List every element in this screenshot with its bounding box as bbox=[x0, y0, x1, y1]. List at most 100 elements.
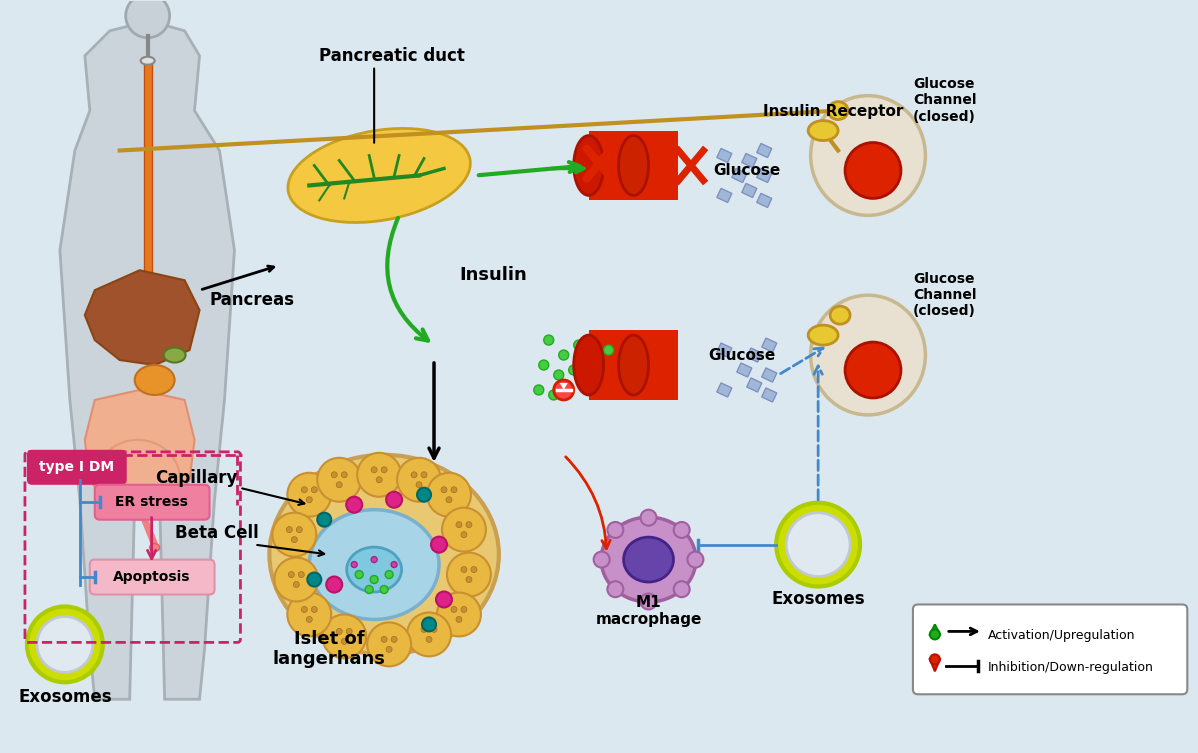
Circle shape bbox=[447, 553, 491, 596]
Circle shape bbox=[442, 508, 486, 552]
Circle shape bbox=[450, 486, 456, 492]
Circle shape bbox=[431, 626, 437, 633]
Bar bbox=[762, 368, 776, 382]
Text: Beta Cell: Beta Cell bbox=[175, 523, 259, 541]
Ellipse shape bbox=[618, 136, 648, 196]
Ellipse shape bbox=[309, 510, 438, 620]
Circle shape bbox=[365, 586, 373, 593]
Circle shape bbox=[641, 510, 657, 526]
Ellipse shape bbox=[601, 517, 696, 602]
Ellipse shape bbox=[164, 348, 186, 362]
Circle shape bbox=[466, 577, 472, 583]
Circle shape bbox=[391, 562, 397, 568]
Circle shape bbox=[397, 458, 441, 501]
Circle shape bbox=[326, 577, 343, 593]
Bar bbox=[588, 330, 678, 400]
Ellipse shape bbox=[809, 325, 839, 345]
Circle shape bbox=[317, 513, 331, 526]
Circle shape bbox=[441, 486, 447, 492]
Text: Pancreas: Pancreas bbox=[210, 291, 295, 309]
Circle shape bbox=[583, 375, 594, 385]
Circle shape bbox=[461, 606, 467, 612]
Text: Glucose: Glucose bbox=[713, 163, 781, 178]
Circle shape bbox=[558, 350, 569, 360]
Circle shape bbox=[294, 581, 300, 587]
Circle shape bbox=[317, 458, 361, 501]
Circle shape bbox=[371, 556, 377, 562]
Circle shape bbox=[291, 537, 297, 543]
FancyBboxPatch shape bbox=[95, 485, 210, 520]
Circle shape bbox=[544, 335, 553, 345]
Circle shape bbox=[930, 630, 940, 639]
Circle shape bbox=[371, 467, 377, 473]
Circle shape bbox=[420, 472, 426, 477]
Ellipse shape bbox=[809, 120, 839, 141]
Polygon shape bbox=[60, 21, 235, 700]
Circle shape bbox=[346, 497, 362, 513]
Circle shape bbox=[322, 614, 367, 658]
Circle shape bbox=[411, 472, 417, 477]
Circle shape bbox=[298, 572, 304, 578]
Circle shape bbox=[471, 566, 477, 572]
Circle shape bbox=[607, 522, 623, 538]
Circle shape bbox=[357, 453, 401, 497]
Bar bbox=[746, 348, 762, 362]
Circle shape bbox=[786, 513, 851, 577]
Text: Insulin: Insulin bbox=[459, 267, 527, 284]
Circle shape bbox=[539, 360, 549, 370]
Circle shape bbox=[386, 492, 403, 508]
Circle shape bbox=[26, 606, 103, 682]
Circle shape bbox=[337, 482, 343, 488]
Circle shape bbox=[274, 557, 319, 602]
Circle shape bbox=[126, 0, 170, 38]
Ellipse shape bbox=[270, 455, 498, 654]
Bar bbox=[716, 383, 732, 397]
Circle shape bbox=[367, 623, 411, 666]
Circle shape bbox=[564, 385, 574, 395]
Circle shape bbox=[845, 342, 901, 398]
Polygon shape bbox=[559, 383, 568, 390]
Text: Insulin Receptor: Insulin Receptor bbox=[763, 104, 903, 118]
Circle shape bbox=[422, 617, 436, 632]
Text: Glucose: Glucose bbox=[708, 348, 775, 363]
Circle shape bbox=[311, 486, 317, 492]
Circle shape bbox=[381, 636, 387, 642]
Ellipse shape bbox=[134, 365, 175, 395]
Circle shape bbox=[673, 522, 690, 538]
Bar bbox=[716, 188, 732, 203]
Ellipse shape bbox=[574, 136, 604, 196]
Circle shape bbox=[431, 537, 447, 553]
Text: Islet of
langerhans: Islet of langerhans bbox=[273, 630, 386, 669]
Text: M1
macrophage: M1 macrophage bbox=[595, 595, 702, 627]
Bar bbox=[742, 184, 757, 197]
Bar bbox=[762, 388, 776, 402]
Ellipse shape bbox=[811, 96, 925, 215]
Text: Activation/Upregulation: Activation/Upregulation bbox=[988, 629, 1136, 642]
Text: Capillary: Capillary bbox=[155, 469, 237, 486]
Circle shape bbox=[288, 473, 331, 517]
Circle shape bbox=[307, 497, 313, 503]
Circle shape bbox=[461, 532, 467, 538]
Ellipse shape bbox=[830, 306, 851, 324]
Circle shape bbox=[553, 370, 564, 380]
Circle shape bbox=[534, 385, 544, 395]
Ellipse shape bbox=[140, 56, 155, 65]
Circle shape bbox=[272, 513, 316, 556]
Ellipse shape bbox=[96, 440, 180, 520]
Bar bbox=[762, 338, 776, 352]
Polygon shape bbox=[930, 624, 940, 635]
Circle shape bbox=[549, 390, 558, 400]
Circle shape bbox=[288, 593, 331, 636]
Circle shape bbox=[385, 571, 393, 578]
Circle shape bbox=[673, 581, 690, 597]
Circle shape bbox=[456, 617, 462, 623]
Circle shape bbox=[302, 486, 308, 492]
Ellipse shape bbox=[811, 295, 925, 415]
Circle shape bbox=[450, 606, 456, 612]
Circle shape bbox=[437, 593, 480, 636]
Circle shape bbox=[337, 629, 343, 635]
Text: Apoptosis: Apoptosis bbox=[113, 569, 190, 584]
Circle shape bbox=[37, 617, 92, 672]
Bar bbox=[144, 61, 152, 340]
Text: Exosomes: Exosomes bbox=[18, 688, 111, 706]
